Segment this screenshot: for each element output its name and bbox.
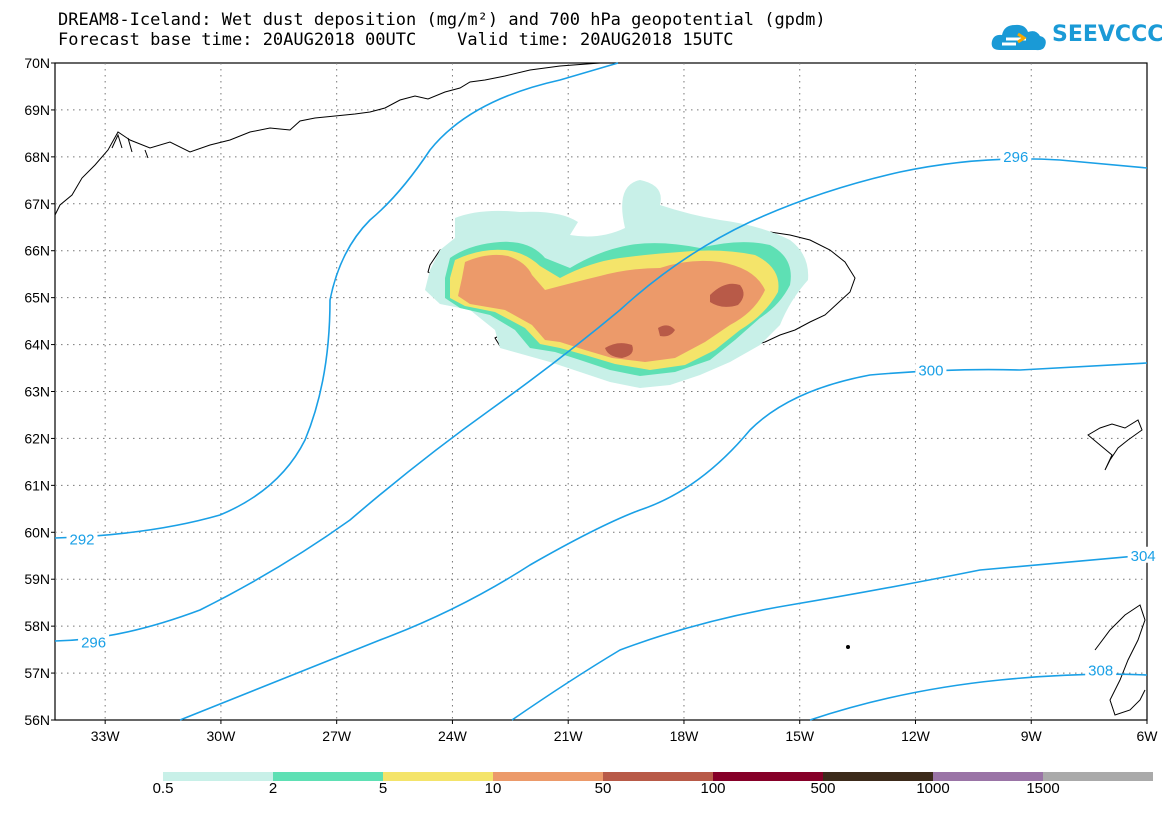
lat-label: 68N xyxy=(24,149,50,165)
dust-level-50-south xyxy=(605,343,633,358)
contour-label-bg xyxy=(66,530,98,547)
legend-swatch xyxy=(603,772,713,781)
legend-swatch xyxy=(933,772,1043,781)
legend-label: 50 xyxy=(594,780,612,797)
greenland-coast xyxy=(54,62,601,216)
lat-label: 62N xyxy=(24,430,50,446)
contour-label-bg xyxy=(78,633,110,650)
map-title: DREAM8-Iceland: Wet dust deposition (mg/… xyxy=(58,10,826,30)
lon-label: 21W xyxy=(554,728,584,744)
legend-label: 2 xyxy=(268,780,278,797)
lat-label: 59N xyxy=(24,571,50,587)
dust-level-10 xyxy=(458,254,765,362)
lon-label: 12W xyxy=(901,728,931,744)
contour-labels: 292 296 296 300 304 308 xyxy=(66,147,1159,680)
legend-label: 1500 xyxy=(1026,780,1060,797)
lat-label: 65N xyxy=(24,290,50,306)
seevccc-logo: SEEVCCC xyxy=(990,16,1163,56)
contour-label: 304 xyxy=(1131,548,1156,565)
contour-292 xyxy=(54,62,619,539)
geopotential-contours xyxy=(54,62,1148,721)
contour-label-bg xyxy=(1000,147,1032,164)
legend-swatch xyxy=(1043,772,1153,781)
lon-label: 6W xyxy=(1137,728,1159,744)
legend-label: 0.5 xyxy=(152,780,174,797)
lat-label: 60N xyxy=(24,524,50,540)
lat-label: 67N xyxy=(24,196,50,212)
legend-swatch xyxy=(163,772,273,781)
lat-label: 56N xyxy=(24,712,50,728)
lat-label: 66N xyxy=(24,243,50,259)
legend-swatch xyxy=(383,772,493,781)
shetland-coast xyxy=(1094,604,1146,716)
faroe-coast xyxy=(1087,419,1143,471)
legend-label: 500 xyxy=(810,780,836,797)
legend-swatch xyxy=(823,772,933,781)
contour-label-bg xyxy=(1085,661,1117,678)
lat-label: 63N xyxy=(24,384,50,400)
legend-swatch xyxy=(713,772,823,781)
lat-label: 69N xyxy=(24,102,50,118)
logo-text: SEEVCCC xyxy=(1052,22,1164,47)
lon-label: 33W xyxy=(91,728,121,744)
lat-label: 57N xyxy=(24,665,50,681)
contour-296-north xyxy=(54,158,1148,642)
legend-colorbar xyxy=(163,772,1153,781)
contour-300 xyxy=(179,362,1148,721)
lon-label: 24W xyxy=(438,728,468,744)
lon-label: 9W xyxy=(1021,728,1043,744)
contour-label-bg xyxy=(915,361,947,378)
contour-label: 296 xyxy=(1003,149,1028,166)
legend-label: 100 xyxy=(700,780,726,797)
legend-swatch xyxy=(493,772,603,781)
lon-label: 30W xyxy=(207,728,237,744)
lon-label: 27W xyxy=(322,728,352,744)
lat-label: 61N xyxy=(24,477,50,493)
legend-label: 1000 xyxy=(916,780,950,797)
lat-label: 64N xyxy=(24,337,50,353)
contour-label: 308 xyxy=(1088,663,1113,680)
lat-label: 58N xyxy=(24,618,50,634)
dust-level-50-west xyxy=(658,325,675,337)
contour-304 xyxy=(511,554,1148,721)
legend-label: 10 xyxy=(484,780,502,797)
contour-label: 292 xyxy=(69,531,94,548)
lat-label: 70N xyxy=(24,55,50,71)
longitude-labels: 33W 30W 27W 24W 21W 18W 15W 12W 9W 6W xyxy=(91,720,1159,744)
wet-dust-deposition-field xyxy=(425,180,809,388)
contour-label-bg xyxy=(1127,546,1159,563)
latitude-labels: 70N 69N 68N 67N 66N 65N 64N 63N 62N 61N 60N 59N 58N 5… xyxy=(24,55,55,728)
legend-label: 5 xyxy=(378,780,388,797)
lon-label: 15W xyxy=(785,728,815,744)
legend-swatch xyxy=(273,772,383,781)
map-subtitle: Forecast base time: 20AUG2018 00UTC Vali… xyxy=(58,30,734,50)
cloud-icon xyxy=(991,24,1046,51)
contour-label: 300 xyxy=(918,362,943,379)
contour-label: 296 xyxy=(81,635,106,652)
dust-level-50-east xyxy=(710,283,744,307)
lon-label: 18W xyxy=(670,728,700,744)
